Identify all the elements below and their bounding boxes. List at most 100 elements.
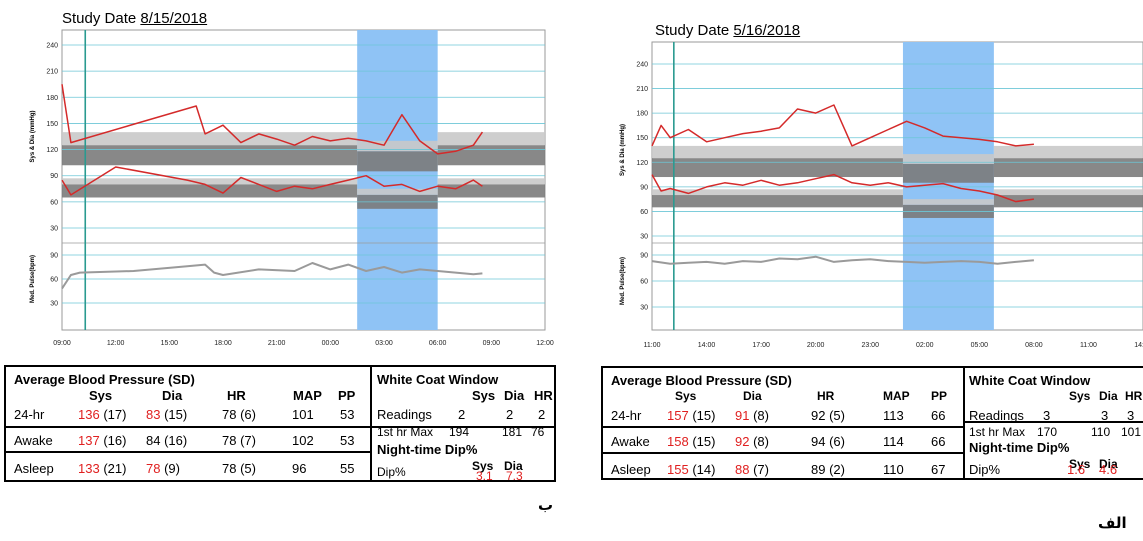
col-hr: HR <box>227 388 246 403</box>
wc-max-hr: 76 <box>531 425 545 439</box>
y-tick-label: 30 <box>50 226 58 233</box>
sys-limit-band <box>62 145 358 166</box>
hr-value: 89 (2) <box>811 462 845 477</box>
row-label: 24-hr <box>611 408 642 423</box>
x-tick-label: 06:00 <box>429 340 447 347</box>
wc-col-hr: HR <box>1125 389 1143 403</box>
dia-value: 83 (15) <box>146 407 188 422</box>
night-limit-band <box>357 151 438 172</box>
x-tick-label: 02:00 <box>916 342 934 349</box>
night-limit-band <box>902 154 994 164</box>
dia-limit-band <box>652 195 903 208</box>
study-date-title: Study Date 8/15/2018 <box>62 10 208 27</box>
y-tick-label: 180 <box>636 111 648 118</box>
y-tick-label: 90 <box>50 173 58 180</box>
sys-upper-band <box>652 145 903 159</box>
y-tick-label: 240 <box>636 62 648 69</box>
wc-readings-sys: 2 <box>458 407 466 422</box>
x-tick-label: 14:00 <box>698 342 716 349</box>
y-tick-label: 120 <box>46 147 58 154</box>
y-tick-label: 30 <box>640 234 648 241</box>
sys-upper-band <box>62 132 358 146</box>
wc-max-hr: 101 <box>1121 425 1142 439</box>
hr-value: 78 (7) <box>222 433 256 448</box>
sys-limit-band <box>652 158 903 178</box>
wc-col-dia: Dia <box>1099 389 1118 403</box>
pulse-line <box>651 255 1034 265</box>
map-value: 101 <box>292 407 314 422</box>
col-dia: Dia <box>162 388 183 403</box>
row-label: Awake <box>611 434 650 449</box>
wc-max-dia: 181 <box>502 425 523 439</box>
wc-col-sys: Sys <box>472 388 496 403</box>
sys-value: 133 (21) <box>78 461 127 476</box>
sys-limit-band <box>993 158 1143 178</box>
row-label: Awake <box>14 433 53 448</box>
col-pp: PP <box>338 388 356 403</box>
wc-max-sys: 170 <box>1037 425 1058 439</box>
sys-value: 137 (16) <box>78 433 127 448</box>
map-value: 113 <box>883 408 904 423</box>
pp-value: 55 <box>340 461 355 476</box>
col-map: MAP <box>293 388 322 403</box>
x-tick-label: 12:00 <box>536 340 554 347</box>
wc-col-dia: Dia <box>504 388 525 403</box>
wc-max-sys: 194 <box>449 425 470 439</box>
x-tick-label: 08:00 <box>1025 342 1043 349</box>
sys-value: 136 (17) <box>78 407 127 422</box>
wc-col-hr: HR <box>534 388 553 403</box>
dia-value: 91 (8) <box>735 408 769 423</box>
y-tick-label: 30 <box>50 301 58 308</box>
y-axis-title-bp: Sys & Dia (mmHg) <box>620 124 626 176</box>
dip-col-dia: Dia <box>504 459 523 473</box>
y-tick-label: 90 <box>50 253 58 260</box>
dip-title: Night-time Dip% <box>969 440 1070 455</box>
y-tick-label: 150 <box>46 121 58 128</box>
map-value: 96 <box>292 461 307 476</box>
x-tick-label: 15:00 <box>161 340 179 347</box>
wc-readings-label: Readings <box>969 408 1024 423</box>
y-axis-title-pulse: Med. Pulse(bpm) <box>620 257 626 305</box>
dia-limit-band <box>62 184 358 198</box>
night-limit-band <box>357 188 438 195</box>
dip-title: Night-time Dip% <box>377 442 478 457</box>
sys-value: 155 (14) <box>667 462 716 477</box>
x-tick-label: 20:00 <box>807 342 825 349</box>
y-tick-label: 30 <box>640 305 648 312</box>
dip-label: Dip% <box>969 462 1001 477</box>
night-limit-band <box>902 199 994 205</box>
hr-value: 94 (6) <box>811 434 845 449</box>
y-tick-label: 60 <box>640 209 648 216</box>
dia-upper-band <box>652 189 903 196</box>
dia-value: 88 (7) <box>735 462 769 477</box>
y-axis-title-pulse: Med. Pulse(bpm) <box>30 255 36 303</box>
panel-letter-left: ب <box>538 496 554 514</box>
dia-value: 84 (16) <box>146 433 188 448</box>
dia-limit-band <box>437 184 545 198</box>
x-tick-label: 11:00 <box>1080 342 1097 349</box>
hr-value: 92 (5) <box>811 408 845 423</box>
y-tick-label: 240 <box>46 43 58 50</box>
wc-max-label: 1st hr Max <box>969 425 1026 439</box>
dia-limit-band <box>993 195 1143 208</box>
diastolic-line <box>61 166 483 196</box>
summary-table-left: Average Blood Pressure (SD) Sys Dia HR M… <box>4 365 556 483</box>
x-tick-label: 21:00 <box>268 340 286 347</box>
dia-upper-band <box>62 178 358 185</box>
y-tick-label: 90 <box>640 253 648 260</box>
y-tick-label: 150 <box>636 135 648 142</box>
wc-max-label: 1st hr Max <box>377 425 434 439</box>
summary-table-right: Average Blood Pressure (SD) Sys Dia HR M… <box>601 366 1143 480</box>
col-sys: Sys <box>675 389 697 403</box>
wc-readings-dia: 2 <box>506 407 514 422</box>
x-tick-label: 03:00 <box>375 340 393 347</box>
sys-upper-band <box>437 132 545 146</box>
x-tick-label: 09:00 <box>53 340 71 347</box>
y-tick-label: 60 <box>640 279 648 286</box>
white-coat-title: White Coat Window <box>377 372 499 387</box>
x-tick-label: 12:00 <box>107 340 125 347</box>
sys-value: 158 (15) <box>667 434 716 449</box>
wc-readings-dia: 3 <box>1101 408 1109 423</box>
pp-value: 67 <box>931 462 946 477</box>
row-label: Asleep <box>14 461 54 476</box>
